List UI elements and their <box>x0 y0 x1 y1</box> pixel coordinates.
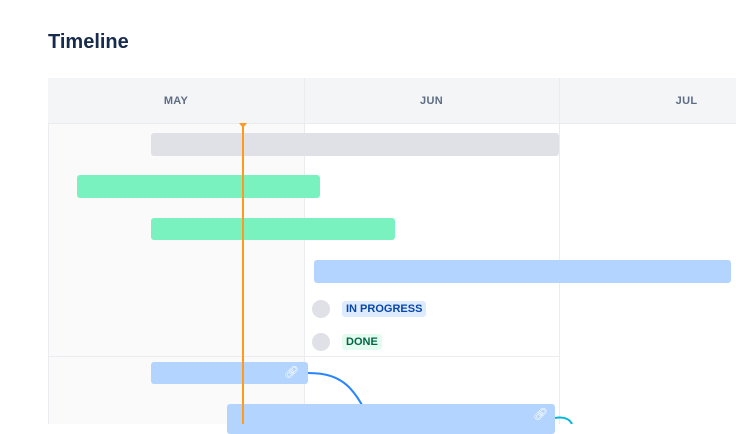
link-icon[interactable]: 🔗︎ <box>533 407 549 421</box>
month-jun: JUN <box>420 95 443 107</box>
timeline-bar[interactable] <box>151 218 395 240</box>
link-icon[interactable]: 🔗︎ <box>284 365 300 379</box>
avatar <box>312 333 330 351</box>
month-may: MAY <box>163 95 189 107</box>
grid-line <box>559 78 560 424</box>
today-marker <box>242 124 244 424</box>
timeline-bar[interactable] <box>314 260 731 283</box>
dependency-line <box>554 416 573 424</box>
status-badge-in-progress: IN PROGRESS <box>342 301 427 317</box>
avatar <box>312 300 330 318</box>
timeline-bar[interactable] <box>227 404 555 434</box>
timeline-bar[interactable] <box>77 175 320 198</box>
today-marker-arrow <box>239 123 247 128</box>
dependency-lines <box>307 372 573 424</box>
grid-line <box>304 78 305 424</box>
timeline-bar-epic[interactable] <box>151 133 559 156</box>
timeline-bar[interactable] <box>151 362 308 384</box>
page-title: Timeline <box>48 31 129 53</box>
month-jul: JUL <box>675 95 698 107</box>
timeline-header: MAY JUN JUL <box>48 78 736 124</box>
status-badge-done: DONE <box>342 334 382 350</box>
